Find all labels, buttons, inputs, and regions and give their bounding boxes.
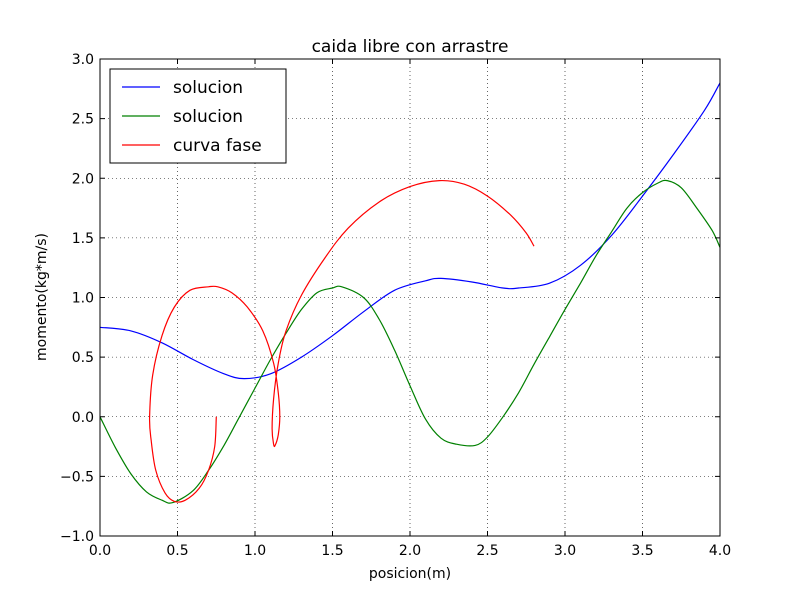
x-tick-label: 2.0	[399, 543, 421, 559]
legend: solucion solucion curva fase	[109, 68, 287, 164]
y-tick-label: 2.5	[72, 112, 94, 128]
y-tick-label: −0.5	[60, 469, 94, 485]
y-tick-label: 1.5	[72, 231, 94, 247]
ticks	[99, 58, 721, 537]
grid-lines	[100, 59, 720, 536]
series-line-3	[148, 179, 535, 503]
x-tick-label: 0.5	[166, 543, 188, 559]
y-tick-label: 1.0	[72, 291, 94, 307]
x-tick-label: 0.0	[89, 543, 111, 559]
y-axis-title: momento(kg*m/s)	[34, 233, 50, 361]
legend-label-2: solucion	[173, 107, 243, 127]
x-tick-label: 1.5	[321, 543, 343, 559]
y-tick-label: 2.0	[72, 171, 94, 187]
tick-labels: 0.0 0.5 1.0 1.5 2.0 2.5 3.0 3.5 4.0 −1.0 −0.5 0.0 0.…	[60, 52, 731, 559]
x-axis-title: posicion(m)	[369, 566, 451, 582]
legend-label-1: solucion	[173, 78, 243, 98]
series-lines	[99, 82, 721, 504]
series-line-1	[99, 82, 721, 380]
y-tick-label: 0.5	[72, 350, 94, 366]
x-tick-label: 1.0	[244, 543, 266, 559]
x-tick-label: 3.0	[554, 543, 576, 559]
legend-label-3: curva fase	[173, 136, 262, 156]
y-tick-label: −1.0	[60, 529, 94, 545]
x-tick-label: 3.5	[631, 543, 653, 559]
x-tick-label: 2.5	[476, 543, 498, 559]
chart-title: caida libre con arrastre	[312, 37, 509, 57]
y-tick-label: 3.0	[72, 52, 94, 68]
x-tick-label: 4.0	[709, 543, 731, 559]
y-tick-label: 0.0	[72, 410, 94, 426]
